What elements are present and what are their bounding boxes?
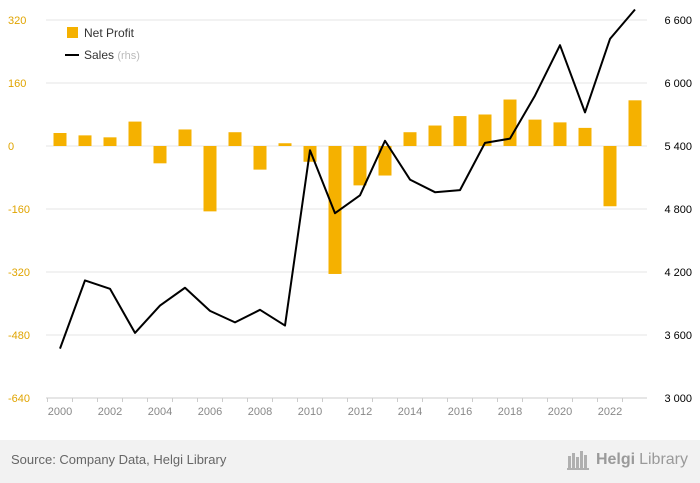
bar-net-profit (578, 127, 592, 146)
bar-net-profit (403, 132, 417, 146)
bar-net-profit (478, 114, 492, 146)
bar-net-profit (328, 146, 342, 274)
bar-net-profit (53, 133, 67, 146)
x-tick-label: 2020 (548, 406, 572, 418)
legend-label-net-profit: Net Profit (84, 26, 135, 40)
x-tick-label: 2010 (298, 406, 322, 418)
x-tick-label: 2008 (248, 406, 272, 418)
x-tick-label: 2006 (198, 406, 222, 418)
bar-net-profit (178, 129, 192, 146)
source-note: Source: Company Data, Helgi Library (11, 452, 227, 467)
bar-net-profit (378, 146, 392, 176)
brand-name-light: Library (639, 451, 688, 468)
bar-net-profit (78, 135, 92, 146)
bar-net-profit (553, 122, 567, 146)
legend-swatch-net-profit (67, 27, 78, 38)
bar-net-profit (278, 143, 292, 146)
y-right-tick-label: 6 000 (664, 78, 692, 90)
y-left-tick-label: 320 (8, 15, 26, 27)
y-right-tick-label: 3 000 (664, 393, 692, 405)
footer: Source: Company Data, Helgi Library Helg… (0, 440, 700, 483)
bar-net-profit (453, 116, 467, 146)
combo-chart: 320 160 0 -160 -320 -480 -640 6 600 5 400 4 800 4 … (8, 8, 692, 418)
x-tick-label: 2000 (48, 406, 72, 418)
x-tick-label: 2014 (398, 406, 422, 418)
y-right-tick-label: 4 200 (664, 267, 692, 279)
y-left-tick-label: -160 (8, 204, 30, 216)
legend-label-sales: Sales (rhs) (84, 48, 140, 62)
bar-net-profit (603, 146, 617, 207)
y-right-tick-label: 3 600 (664, 330, 692, 342)
bar-net-profit (353, 146, 367, 186)
bar-net-profit (128, 121, 142, 146)
y-left-tick-label: 0 (8, 141, 14, 153)
y-right-tick-label: 4 800 (664, 204, 692, 216)
bar-net-profit (103, 137, 117, 146)
brand-logo[interactable]: Helgi Library (566, 449, 688, 471)
x-tick-label: 2022 (598, 406, 622, 418)
bar-net-profit (628, 100, 642, 146)
bar-net-profit (253, 146, 267, 170)
bar-net-profit (153, 146, 167, 164)
y-right-tick-label: 5 400 (664, 141, 692, 153)
x-tick-label: 2004 (148, 406, 172, 418)
legend-label-sales-suffix: (rhs) (117, 50, 140, 62)
x-tick-label: 2018 (498, 406, 522, 418)
y-left-tick-label: -640 (8, 393, 30, 405)
bar-net-profit (203, 146, 217, 212)
bar-net-profit (528, 119, 542, 146)
y-left-tick-label: 160 (8, 78, 26, 90)
bar-net-profit (428, 125, 442, 146)
brand-name-bold: Helgi (595, 451, 636, 468)
y-left-tick-label: -320 (8, 267, 30, 279)
library-icon (566, 451, 589, 470)
line-sales (59, 8, 636, 349)
x-tick-label: 2016 (448, 406, 472, 418)
x-tick-label: 2012 (348, 406, 372, 418)
y-right-tick-label: 6 600 (664, 15, 692, 27)
x-tick-label: 2002 (98, 406, 122, 418)
y-left-tick-label: -480 (8, 330, 30, 342)
bar-net-profit (228, 132, 242, 146)
